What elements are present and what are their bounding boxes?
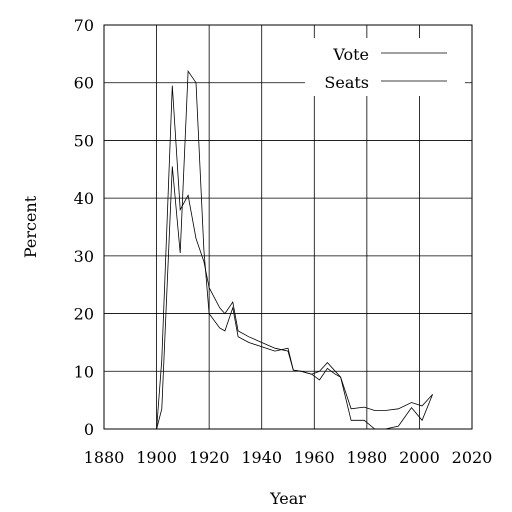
x-tick-label: 1900 [136, 448, 177, 467]
y-tick-label: 0 [84, 420, 94, 439]
x-axis-label: Year [269, 489, 306, 508]
x-tick-label: 2020 [452, 448, 493, 467]
x-tick-label: 1880 [84, 448, 125, 467]
series-line-seats [156, 69, 433, 430]
y-tick-label: 70 [74, 16, 94, 35]
x-tick-label: 1940 [241, 448, 282, 467]
legend-box [305, 38, 465, 96]
x-tick-label: 1920 [189, 448, 230, 467]
tick-labels: 1880 1900 1920 1940 1960 1980 2000 2020 0 10 20 30 4… [74, 16, 493, 467]
y-tick-label: 50 [74, 131, 94, 150]
y-tick-label: 40 [74, 189, 94, 208]
y-tick-label: 20 [74, 305, 94, 324]
y-tick-label: 10 [74, 362, 94, 381]
series-lines [156, 69, 433, 430]
y-axis-label: Percent [21, 195, 40, 258]
legend-label-vote: Vote [332, 45, 369, 64]
legend: Vote Seats [305, 38, 465, 96]
x-tick-label: 2000 [399, 448, 440, 467]
y-tick-label: 30 [74, 247, 94, 266]
series-line-vote [156, 85, 433, 430]
x-tick-label: 1980 [346, 448, 387, 467]
y-tick-label: 60 [74, 74, 94, 93]
legend-label-seats: Seats [324, 73, 369, 92]
x-tick-label: 1960 [294, 448, 335, 467]
plot-frame [103, 24, 473, 430]
